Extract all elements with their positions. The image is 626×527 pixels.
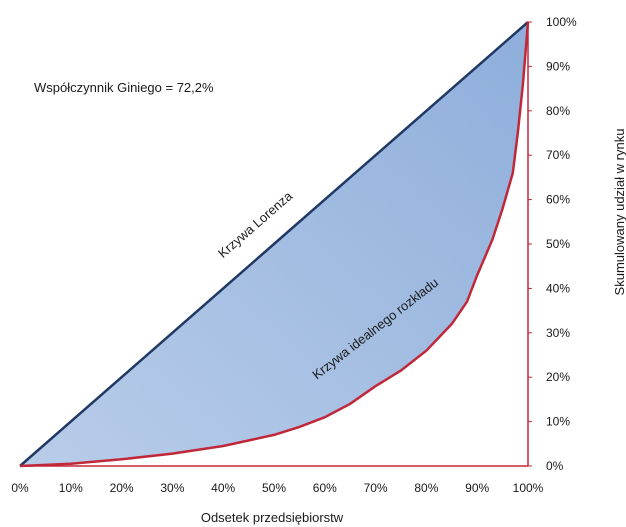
x-axis-label: Odsetek przedsiębiorstw xyxy=(201,510,344,525)
y-tick-label: 50% xyxy=(546,237,570,251)
y-axis-label: Skumulowany udział w rynku xyxy=(612,129,626,296)
y-tick-label: 90% xyxy=(546,59,570,73)
y-tick-label: 0% xyxy=(546,459,564,473)
gini-annotation: Współczynnik Giniego = 72,2% xyxy=(34,80,214,95)
x-tick-label: 100% xyxy=(513,481,544,495)
x-tick-label: 60% xyxy=(313,481,337,495)
y-tick-label: 40% xyxy=(546,281,570,295)
x-tick-label: 90% xyxy=(465,481,489,495)
y-tick-label: 20% xyxy=(546,370,570,384)
x-tick-label: 50% xyxy=(262,481,286,495)
y-tick-label: 30% xyxy=(546,326,570,340)
x-tick-label: 0% xyxy=(11,481,29,495)
y-tick-label: 60% xyxy=(546,193,570,207)
series-line-0 xyxy=(19,21,529,467)
y-tick-label: 80% xyxy=(546,104,570,118)
y-tick-label: 100% xyxy=(546,15,577,29)
x-tick-label: 70% xyxy=(364,481,388,495)
x-tick-label: 20% xyxy=(110,481,134,495)
x-tick-label: 40% xyxy=(211,481,235,495)
x-tick-label: 10% xyxy=(59,481,83,495)
x-tick-label: 80% xyxy=(414,481,438,495)
y-tick-label: 10% xyxy=(546,415,570,429)
y-tick-label: 70% xyxy=(546,148,570,162)
x-tick-label: 30% xyxy=(160,481,184,495)
series-line-1 xyxy=(19,21,530,468)
